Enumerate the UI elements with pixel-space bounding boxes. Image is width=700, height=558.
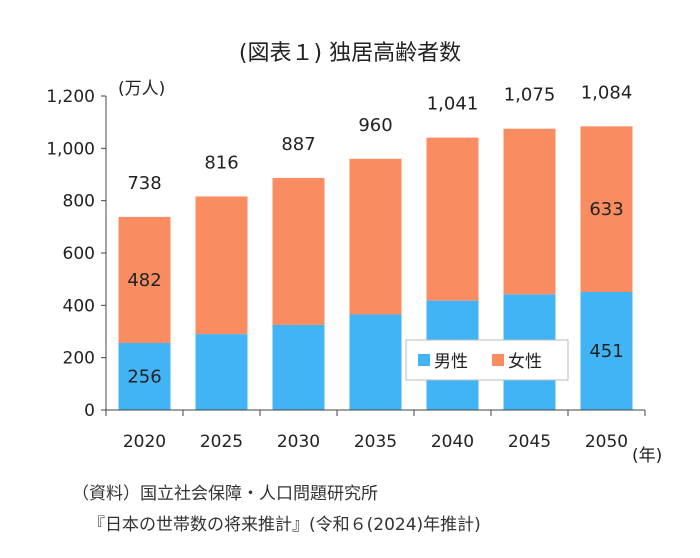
x-axis-tick-label: 2045: [508, 432, 551, 452]
source-line-2: 『日本の世帯数の将来推計』(令和６(2024)年推計): [88, 515, 481, 535]
x-axis-unit-label: (年): [632, 446, 662, 466]
bar-female-2030: [272, 177, 325, 325]
bar-female-2025: [195, 196, 248, 335]
segment-label: 451: [589, 341, 623, 362]
legend-box: [405, 339, 569, 381]
bar-female-2020: [118, 216, 171, 344]
y-axis-tick-label: 0: [84, 401, 95, 421]
total-label-2020: 738: [127, 173, 161, 194]
y-axis-tick-label: 200: [63, 349, 95, 369]
legend: 男性 女性: [405, 339, 569, 381]
total-label-2030: 887: [281, 134, 315, 155]
segment-label: 256: [127, 367, 161, 388]
x-axis-tick-label: 2040: [431, 432, 474, 452]
y-axis-tick-label: 800: [63, 192, 95, 212]
total-label-2025: 816: [204, 152, 238, 173]
segment-label: 482: [127, 270, 161, 291]
chart: (図表１) 独居高齢者数 (万人) (年) 0 200 400 600 800 1,000…: [46, 41, 662, 466]
x-axis-tick-label: 2030: [277, 432, 320, 452]
bar-female-2045: [503, 128, 556, 295]
y-axis-tick-label: 1,000: [46, 139, 95, 159]
bar-female-2050: [580, 126, 633, 292]
y-axis-tick-label: 400: [63, 296, 95, 316]
x-axis-tick-label: 2050: [585, 432, 628, 452]
bar-female-2035: [349, 158, 402, 315]
source-line-1: （資料）国立社会保障・人口問題研究所: [72, 484, 378, 504]
legend-swatch-male: [418, 354, 430, 366]
bar-male-2020: [118, 343, 171, 410]
segment-label: 633: [589, 199, 623, 220]
chart-title: (図表１) 独居高齢者数: [239, 41, 461, 66]
total-label-2040: 1,041: [427, 94, 479, 115]
legend-label-female: 女性: [508, 352, 542, 372]
bar-male-2035: [349, 314, 402, 410]
y-axis-tick-label: 1,200: [46, 87, 95, 107]
x-axis-tick-label: 2025: [200, 432, 243, 452]
x-axis-tick-label: 2035: [354, 432, 397, 452]
total-label-2035: 960: [358, 115, 392, 136]
y-axis-tick-label: 600: [63, 244, 95, 264]
total-label-2050: 1,084: [581, 82, 633, 103]
x-axis-tick-label: 2020: [123, 432, 166, 452]
bar-male-2025: [195, 334, 248, 410]
plot-area: 0 200 400 600 800 1,000 1,200 2020 2025 2030 2035 2…: [46, 82, 646, 452]
bar-male-2030: [272, 324, 325, 410]
total-label-2045: 1,075: [504, 85, 556, 106]
legend-swatch-female: [492, 354, 504, 366]
legend-label-male: 男性: [434, 352, 468, 372]
bar-male-2050: [580, 291, 633, 410]
y-axis-unit-label: (万人): [118, 79, 165, 99]
bar-female-2040: [426, 137, 479, 301]
